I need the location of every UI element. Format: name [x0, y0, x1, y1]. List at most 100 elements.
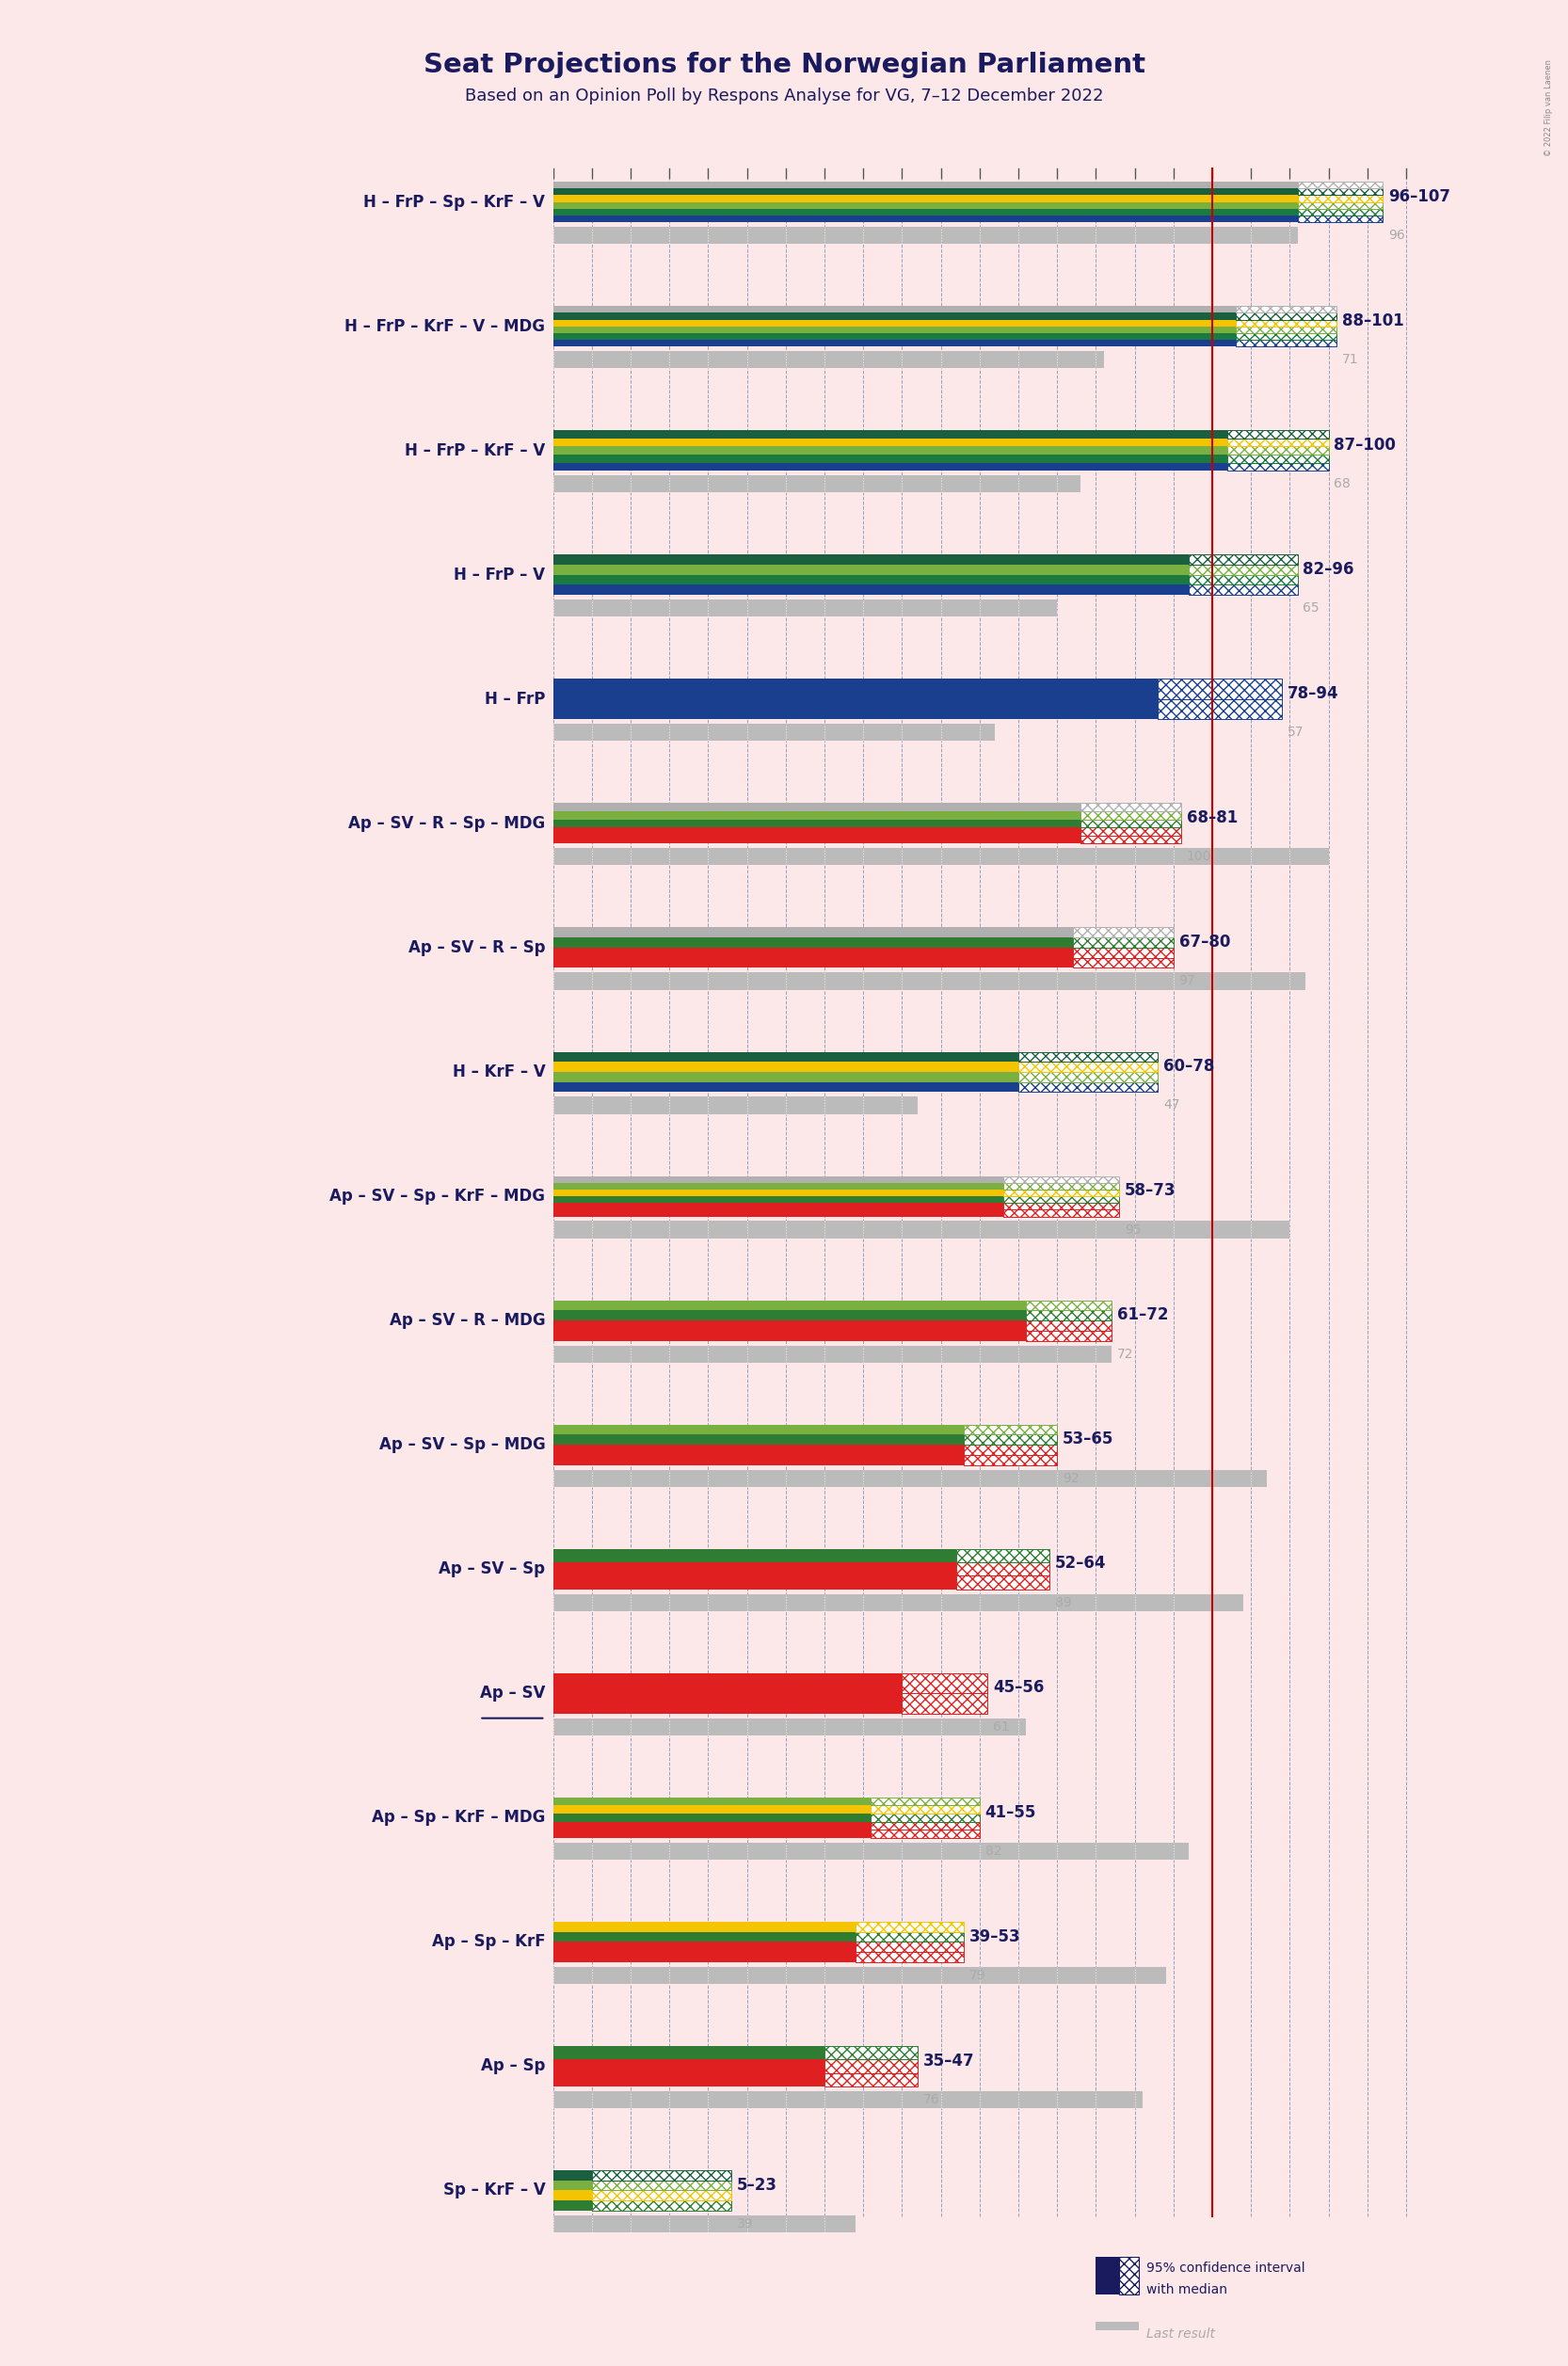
Bar	[964, 1424, 1057, 1434]
Bar	[1228, 454, 1328, 464]
Bar	[1298, 189, 1383, 196]
Bar	[1298, 208, 1383, 215]
Bar	[554, 1718, 1025, 1734]
Bar	[1298, 208, 1383, 215]
Text: 88–101: 88–101	[1342, 312, 1403, 329]
Bar	[554, 1320, 1025, 1330]
Bar	[825, 2073, 917, 2087]
Text: Ap – SV – Sp – KrF – MDG: Ap – SV – Sp – KrF – MDG	[329, 1188, 546, 1204]
Bar	[554, 1576, 956, 1590]
Bar	[591, 2170, 731, 2181]
Bar	[554, 2181, 591, 2191]
Bar	[1018, 1072, 1157, 1081]
Bar	[1120, 2257, 1138, 2295]
Bar	[554, 1942, 856, 1952]
Bar	[554, 1311, 1025, 1320]
Bar	[825, 2047, 917, 2058]
Text: H – FrP – KrF – V – MDG: H – FrP – KrF – V – MDG	[345, 317, 546, 334]
Bar	[1228, 447, 1328, 454]
Bar	[554, 327, 1236, 334]
Bar	[1080, 819, 1181, 828]
Bar	[554, 447, 1228, 454]
Bar	[870, 1822, 980, 1829]
Text: 47: 47	[1163, 1098, 1179, 1112]
Text: with median: with median	[1146, 2283, 1228, 2297]
Bar	[554, 1815, 870, 1822]
Bar	[554, 1469, 1267, 1486]
Text: 78–94: 78–94	[1287, 686, 1339, 703]
Bar	[1004, 1209, 1120, 1216]
Bar	[856, 1942, 964, 1952]
Bar	[1236, 319, 1336, 327]
Bar	[1073, 958, 1173, 968]
Bar	[554, 1843, 1189, 1860]
Bar	[1189, 554, 1298, 565]
Bar	[1080, 812, 1181, 819]
Bar	[1080, 802, 1181, 812]
Text: 67–80: 67–80	[1179, 935, 1229, 951]
Bar	[1073, 937, 1173, 949]
Bar	[554, 1209, 1004, 1216]
Bar	[1228, 431, 1328, 438]
Bar	[1298, 201, 1383, 208]
Bar	[554, 1190, 1004, 1197]
Bar	[554, 2047, 825, 2058]
Text: 95% confidence interval: 95% confidence interval	[1146, 2262, 1305, 2274]
Text: Ap – SV – Sp – MDG: Ap – SV – Sp – MDG	[379, 1436, 546, 1453]
Bar	[902, 1673, 988, 1694]
Bar	[554, 2215, 856, 2234]
Text: 96–107: 96–107	[1388, 187, 1450, 206]
Text: 96: 96	[1388, 230, 1405, 241]
Bar	[1018, 1053, 1157, 1062]
Bar	[1018, 1053, 1157, 1062]
Bar	[554, 350, 1104, 369]
Bar	[554, 724, 996, 741]
Bar	[956, 1550, 1049, 1562]
Bar	[554, 305, 1236, 312]
Text: Ap – Sp – KrF: Ap – Sp – KrF	[431, 1933, 546, 1950]
Text: 58–73: 58–73	[1124, 1183, 1176, 1200]
Bar	[1298, 182, 1383, 189]
Bar	[554, 849, 1328, 866]
Bar	[902, 1673, 988, 1694]
Bar	[554, 189, 1298, 196]
Text: Based on an Opinion Poll by Respons Analyse for VG, 7–12 December 2022: Based on an Opinion Poll by Respons Anal…	[464, 88, 1104, 104]
Bar	[964, 1424, 1057, 1434]
Bar	[1189, 565, 1298, 575]
Bar	[1157, 679, 1283, 698]
Text: H – KrF – V: H – KrF – V	[452, 1062, 546, 1081]
Bar	[1025, 1330, 1112, 1342]
Bar	[825, 2058, 917, 2073]
Bar	[554, 1798, 870, 1805]
Bar	[1189, 565, 1298, 575]
Bar	[1298, 189, 1383, 196]
Bar	[554, 215, 1298, 222]
Bar	[1236, 327, 1336, 334]
Bar	[870, 1815, 980, 1822]
Bar	[1236, 334, 1336, 341]
Bar	[554, 1921, 856, 1931]
Bar	[554, 1197, 1004, 1202]
Text: Ap – SV – R – Sp – MDG: Ap – SV – R – Sp – MDG	[348, 814, 546, 833]
Bar	[1004, 1183, 1120, 1190]
Bar	[554, 1424, 964, 1434]
Bar	[1157, 698, 1283, 719]
Bar	[856, 1952, 964, 1961]
Text: Ap – Sp – KrF – MDG: Ap – Sp – KrF – MDG	[372, 1810, 546, 1827]
Bar	[554, 1434, 964, 1446]
Bar	[1189, 575, 1298, 584]
Bar	[956, 1550, 1049, 1562]
Bar	[554, 1595, 1243, 1611]
Bar	[591, 2181, 731, 2191]
Bar	[554, 227, 1298, 244]
Bar	[554, 454, 1228, 464]
Bar	[554, 2058, 825, 2073]
Text: Ap – SV: Ap – SV	[480, 1685, 546, 1701]
Text: 82–96: 82–96	[1303, 561, 1355, 577]
Bar	[870, 1815, 980, 1822]
Bar	[870, 1798, 980, 1805]
Bar	[856, 1931, 964, 1942]
Bar	[554, 584, 1189, 594]
Bar	[591, 2200, 731, 2210]
Bar	[870, 1829, 980, 1838]
